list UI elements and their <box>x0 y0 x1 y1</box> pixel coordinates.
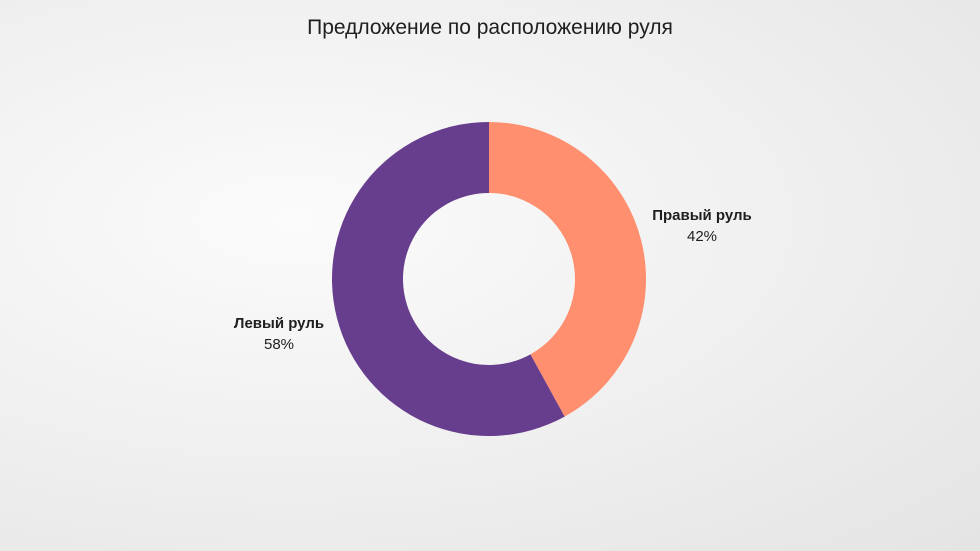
slice-labels: Правый руль 42% Левый руль 58% <box>234 207 752 353</box>
donut-slices <box>331 122 646 436</box>
slice-label-value-2: 58% <box>264 336 294 353</box>
chart-title: Предложение по расположению руля <box>307 16 673 39</box>
slice-label-name-2: Левый руль <box>234 315 324 332</box>
slice-label-name-1: Правый руль <box>652 207 752 224</box>
donut-slice-2 <box>331 122 565 436</box>
donut-slice-1 <box>489 122 646 417</box>
slice-label-value-1: 42% <box>687 228 717 245</box>
